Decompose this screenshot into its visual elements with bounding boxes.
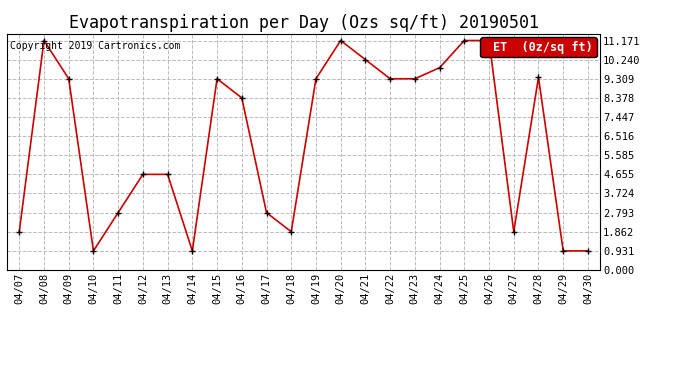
Legend: ET  (0z/sq ft): ET (0z/sq ft) [480, 37, 597, 57]
Text: Copyright 2019 Cartronics.com: Copyright 2019 Cartronics.com [10, 41, 180, 51]
Title: Evapotranspiration per Day (Ozs sq/ft) 20190501: Evapotranspiration per Day (Ozs sq/ft) 2… [68, 14, 539, 32]
